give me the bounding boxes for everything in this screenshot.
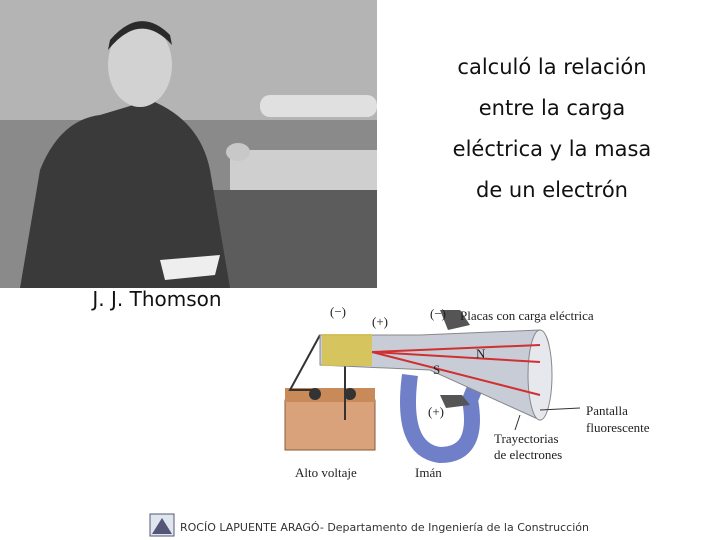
text-line: entre la carga <box>479 96 626 120</box>
photo-caption: J. J. Thomson <box>90 287 221 311</box>
diagram-label: Imán <box>415 465 442 480</box>
text-line: eléctrica y la masa <box>453 137 652 161</box>
cathode-ray-diagram <box>284 310 581 463</box>
diagram-label: (−) <box>330 304 346 319</box>
footer-logo <box>149 513 175 537</box>
diagram-label: Placas con carga eléctrica <box>460 308 594 323</box>
diagram-label: (+) <box>372 314 388 329</box>
diagram-label: (−) <box>430 306 446 321</box>
text-line: calculó la relación <box>457 55 646 79</box>
diagram-label: S <box>433 362 440 377</box>
diagram-label: (+) <box>428 404 444 419</box>
diagram-label: fluorescente <box>586 420 650 435</box>
photo <box>0 0 377 288</box>
diagram-label: Pantalla <box>586 403 628 418</box>
footer: ROCÍO LAPUENTE ARAGÓ- Departamento de In… <box>180 521 589 534</box>
diagram-label: Trayectorias <box>494 431 559 446</box>
text-line: de un electrón <box>476 178 628 202</box>
diagram-label: Alto voltaje <box>295 465 357 480</box>
diagram-label: de electrones <box>494 447 562 462</box>
diagram-label: N <box>476 346 486 361</box>
